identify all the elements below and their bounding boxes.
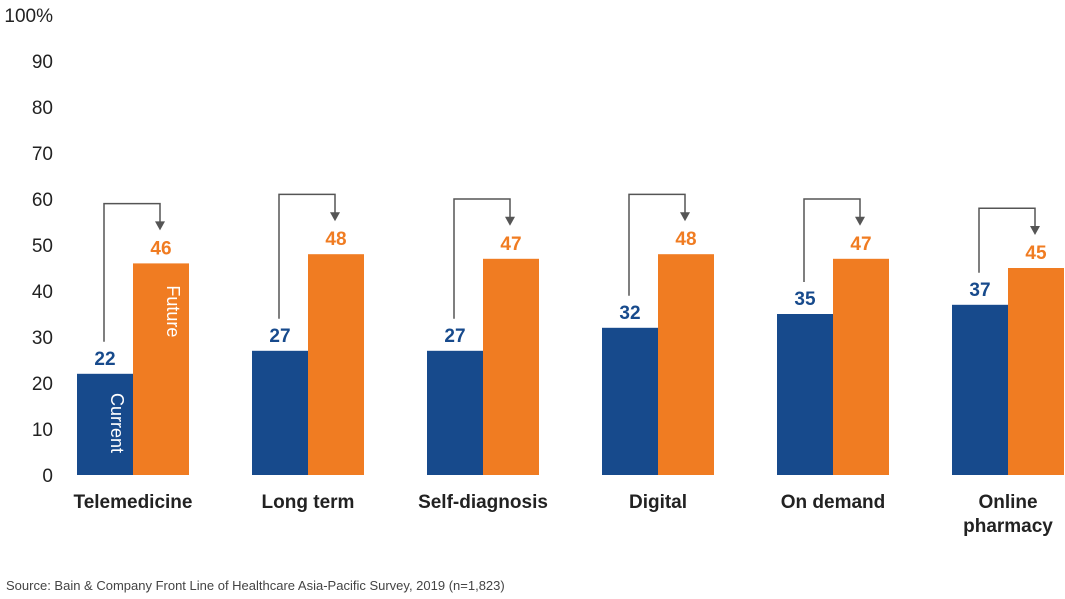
value-label-future: 47 <box>850 234 871 255</box>
value-label-future: 45 <box>1025 243 1047 264</box>
change-arrow-head <box>1030 226 1040 235</box>
value-label-current: 27 <box>444 326 465 347</box>
bar-current <box>77 373 133 475</box>
category-label: On demand <box>781 492 886 513</box>
change-arrows <box>103 193 1040 342</box>
category-label: Online <box>978 492 1037 513</box>
value-label-future: 48 <box>675 229 696 250</box>
change-arrow-line <box>453 198 511 319</box>
y-axis: 0 10 20 30 40 50 60 70 80 90 100% <box>4 6 53 487</box>
bar-future <box>1008 268 1064 475</box>
value-label-future: 48 <box>325 229 346 250</box>
category-label: pharmacy <box>963 516 1053 537</box>
category-label: Self-diagnosis <box>418 492 548 513</box>
bar-future <box>483 258 539 475</box>
change-arrow-line <box>628 193 686 296</box>
category-label: Digital <box>629 492 687 513</box>
value-label-future: 47 <box>500 234 521 255</box>
category-label: Telemedicine <box>74 492 193 513</box>
y-tick-label: 70 <box>32 144 53 165</box>
bar-current <box>427 350 483 475</box>
y-tick-label: 60 <box>32 190 53 211</box>
bar-current <box>252 350 308 475</box>
value-label-current: 37 <box>969 280 990 301</box>
bar-current <box>602 327 658 475</box>
y-tick-label: 50 <box>32 236 53 257</box>
value-label-current: 27 <box>269 326 290 347</box>
change-arrow-head <box>855 216 865 226</box>
change-arrow-head <box>155 221 165 231</box>
value-label-current: 32 <box>619 303 640 324</box>
labels: 22 46 Telemedicine Current Future 27 48 Long te… <box>74 229 1054 537</box>
bar-future <box>833 258 889 475</box>
legend-future: Future <box>163 285 183 337</box>
change-arrow-line <box>803 198 861 282</box>
y-tick-label: 20 <box>32 374 53 395</box>
change-arrow-line <box>103 202 161 342</box>
change-arrow-line <box>978 207 1036 273</box>
y-tick-label: 0 <box>42 466 53 487</box>
value-label-current: 22 <box>94 349 115 370</box>
category-label: Long term <box>262 492 355 513</box>
bars <box>77 254 1064 475</box>
value-label-current: 35 <box>794 289 816 310</box>
source-note: Source: Bain & Company Front Line of Hea… <box>6 578 505 593</box>
bar-chart: 0 10 20 30 40 50 60 70 80 90 100% 22 46 Telemedicine… <box>4 6 1064 537</box>
legend-current: Current <box>107 393 127 453</box>
change-arrow-line <box>278 193 336 319</box>
y-tick-label: 90 <box>32 52 53 73</box>
change-arrow-head <box>680 212 690 222</box>
bar-future <box>308 254 364 475</box>
change-arrow-head <box>505 216 515 226</box>
value-label-future: 46 <box>150 238 171 259</box>
y-tick-label: 10 <box>32 420 53 441</box>
y-tick-label: 40 <box>32 282 53 303</box>
bar-current <box>952 304 1008 475</box>
bar-future <box>658 254 714 475</box>
y-tick-label: 30 <box>32 328 53 349</box>
bar-current <box>777 314 833 475</box>
change-arrow-head <box>330 212 340 222</box>
y-tick-label: 80 <box>32 98 53 119</box>
y-tick-label: 100% <box>4 6 53 27</box>
bar-future <box>133 263 189 475</box>
